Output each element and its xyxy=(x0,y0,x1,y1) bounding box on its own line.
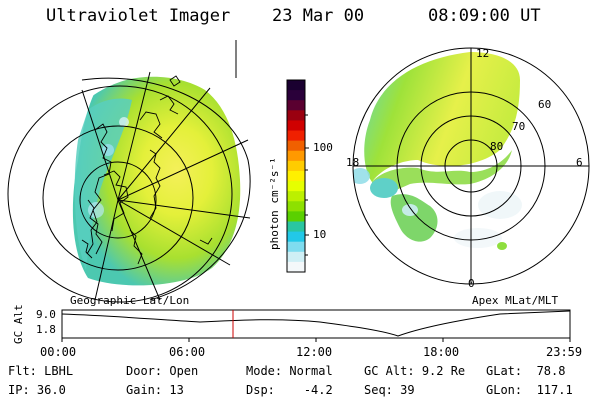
mlat-label-80: 80 xyxy=(490,140,504,153)
colorbar-segment xyxy=(287,231,305,243)
colorbar-segment xyxy=(287,130,305,142)
info-ip: IP: 36.0 xyxy=(8,383,66,397)
geographic-panel-label: Geographic Lat/Lon xyxy=(70,294,190,307)
info-door: Door: Open xyxy=(126,364,199,378)
mlt-label-6: 6 xyxy=(576,156,583,169)
colorbar-segment xyxy=(287,120,305,132)
info-gain: Gain: 13 xyxy=(126,383,184,397)
colorbar-segment xyxy=(287,191,305,202)
colorbar xyxy=(286,79,309,273)
colorbar-segment xyxy=(287,201,305,212)
mlt-label-18: 18 xyxy=(346,156,360,169)
time-tick-1200: 12:00 xyxy=(296,345,333,359)
info-glon: GLon: 117.1 xyxy=(486,383,573,397)
colorbar-tick-100: 100 xyxy=(313,141,333,154)
colorbar-segment xyxy=(287,80,305,91)
altitude-plot xyxy=(61,309,571,342)
colorbar-segment xyxy=(287,140,305,152)
colorbar-segment xyxy=(287,110,305,122)
time-tick-0000: 00:00 xyxy=(40,345,77,359)
colorbar-segment xyxy=(287,261,305,273)
mlt-label-12: 12 xyxy=(476,47,490,60)
info-dsp: Dsp: -4.2 xyxy=(246,383,333,397)
info-filter: Flt: LBHL xyxy=(8,364,74,378)
instrument-title: Ultraviolet Imager xyxy=(46,6,231,26)
colorbar-segment xyxy=(287,251,305,263)
gc-alt-ytick-1-8: 1.8 xyxy=(36,323,56,336)
info-gc-alt: GC Alt: 9.2 Re xyxy=(364,364,466,378)
time-tick-2359: 23:59 xyxy=(546,345,583,359)
colorbar-segment xyxy=(287,211,305,223)
apex-panel-label: Apex MLat/MLT xyxy=(472,294,559,307)
colorbar-segment xyxy=(287,241,305,253)
mlt-label-0: 0 xyxy=(468,277,475,290)
info-seq: Seq: 39 xyxy=(364,383,415,397)
mlat-label-60: 60 xyxy=(538,98,552,111)
colorbar-segment xyxy=(287,221,305,233)
time-tick-1800: 18:00 xyxy=(423,345,460,359)
colorbar-segment xyxy=(287,170,305,182)
time-label: 08:09:00 UT xyxy=(428,6,541,26)
colorbar-units-label: photon cm⁻²s⁻¹ xyxy=(268,157,281,250)
time-tick-0600: 06:00 xyxy=(169,345,206,359)
geographic-image xyxy=(7,40,251,303)
colorbar-segment xyxy=(287,90,305,101)
mlat-label-70: 70 xyxy=(512,120,526,133)
gc-alt-ylabel: GC Alt xyxy=(12,304,25,344)
colorbar-segment xyxy=(287,150,305,162)
apex-image xyxy=(352,47,590,285)
colorbar-segment xyxy=(287,160,305,172)
info-mode: Mode: Normal xyxy=(246,364,333,378)
colorbar-tick-10: 10 xyxy=(313,228,327,241)
info-glat: GLat: 78.8 xyxy=(486,364,566,378)
gc-alt-ytick-9: 9.0 xyxy=(36,308,56,321)
colorbar-segment xyxy=(287,100,305,111)
colorbar-segment xyxy=(287,181,305,192)
date-label: 23 Mar 00 xyxy=(272,6,365,26)
